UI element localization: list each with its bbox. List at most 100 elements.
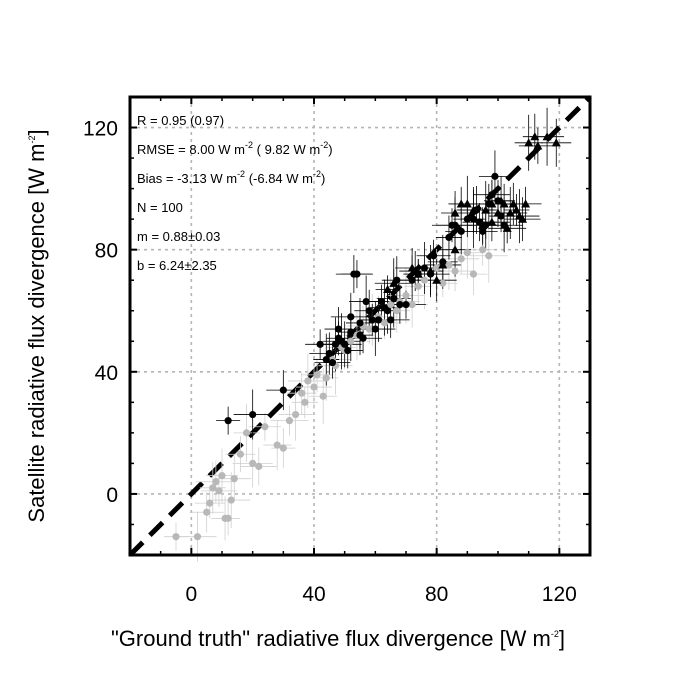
black-circle-point: [341, 340, 349, 348]
black-circle-point: [362, 297, 370, 306]
black-circle-point: [344, 346, 352, 355]
triangle-point: [505, 208, 515, 217]
gray-circle-point: [445, 261, 453, 269]
gray-circle-point: [439, 279, 447, 287]
stat-line: R = 0.95 (0.97): [137, 113, 224, 128]
x-tick-label: 80: [425, 583, 448, 606]
gray-circle-point: [457, 255, 465, 263]
black-circle-point: [365, 307, 373, 315]
gray-circle-point: [393, 307, 401, 315]
stat-line: m = 0.88±0.03: [137, 229, 220, 244]
triangle-point: [518, 214, 528, 223]
triangle-point: [487, 199, 497, 208]
triangle-point: [432, 275, 442, 284]
black-circle-point: [396, 301, 404, 309]
black-circle-point: [328, 359, 336, 367]
triangle-point: [499, 199, 509, 208]
black-circle-point: [347, 328, 355, 336]
triangle-point: [502, 223, 512, 232]
y-tick-label: 40: [95, 362, 118, 385]
black-circle-point: [322, 355, 330, 364]
black-circle-point: [356, 319, 364, 327]
black-circle-point: [249, 410, 257, 419]
y-tick-label: 80: [95, 240, 118, 263]
black-circle-point: [325, 349, 333, 358]
axis-ticks: 0 40 80 120 0 40 80 120: [83, 96, 591, 606]
gray-circle-point: [298, 389, 306, 397]
gray-circle-point: [301, 398, 309, 406]
triangle-point: [462, 199, 472, 208]
triangle-point: [450, 245, 460, 254]
gray-circle-point: [236, 450, 244, 458]
black-circle-point: [491, 172, 499, 180]
gray-circle-point: [322, 374, 330, 382]
black-circle-point: [469, 215, 478, 223]
black-circle-point: [224, 417, 232, 425]
gray-circle-point: [292, 410, 300, 419]
triangle-point: [438, 260, 448, 269]
black-circle-point: [430, 252, 438, 260]
gray-circle-point: [218, 472, 226, 480]
gray-circle-point: [387, 301, 395, 309]
gray-circle-point: [402, 291, 410, 300]
triangle-point: [389, 278, 399, 287]
gray-circle-point: [420, 276, 428, 284]
triangle-point: [481, 205, 491, 214]
x-axis-title: "Ground truth" radiative flux divergence…: [111, 626, 565, 651]
black-circle-point: [279, 386, 287, 394]
gray-circle-point: [224, 514, 232, 522]
triangle-point: [542, 132, 552, 141]
black-circle-point: [331, 340, 340, 348]
gray-circle-point: [408, 301, 416, 309]
x-tick-label: 0: [185, 583, 197, 606]
gray-circle-point: [261, 423, 269, 431]
black-circle-point: [368, 316, 376, 324]
triangle-point: [450, 208, 460, 217]
black-circle-point: [374, 316, 382, 324]
gray-circle-point: [451, 267, 459, 275]
gray-circle-point: [304, 377, 312, 385]
triangle-point: [456, 199, 466, 208]
gray-circle-point: [380, 319, 389, 327]
gray-circle-point: [273, 441, 281, 449]
gray-circle-point: [212, 478, 220, 486]
black-circle-point: [359, 334, 367, 342]
black-circle-point: [334, 325, 343, 333]
black-circle-point: [387, 316, 395, 324]
black-circle-point: [479, 227, 487, 235]
y-tick-label: 0: [106, 484, 118, 507]
gray-circle-point: [463, 249, 471, 257]
black-circle-point: [347, 313, 355, 321]
triangle-point: [478, 220, 488, 229]
triangle-point: [383, 284, 393, 293]
stat-line: b = 6.24±2.35: [137, 258, 217, 273]
gray-circle-point: [209, 484, 217, 492]
gray-circle-point: [469, 270, 478, 278]
triangle-point: [533, 141, 543, 150]
gray-circle-point: [313, 371, 321, 379]
gray-circle-point: [193, 533, 202, 541]
black-circle-point: [445, 233, 453, 242]
gray-circle-point: [203, 508, 211, 516]
triangle-point: [487, 217, 497, 226]
black-circle-point: [390, 294, 398, 303]
black-circle-point: [384, 307, 392, 315]
gray-circle-point: [485, 252, 493, 260]
plot-frame: [128, 95, 592, 557]
black-circle-point: [451, 221, 459, 229]
triangle-point: [413, 269, 423, 278]
gray-circle-point: [172, 533, 180, 541]
black-circle-point: [463, 215, 471, 223]
black-circle-point: [457, 227, 465, 235]
black-circle-point: [408, 276, 416, 284]
gray-circle-point: [433, 264, 441, 272]
black-circle-point: [377, 297, 386, 306]
gray-circle-point: [310, 383, 318, 391]
triangle-point: [508, 199, 518, 208]
triangle-point: [511, 205, 521, 214]
gray-circle-point: [255, 462, 263, 471]
data-points: [172, 132, 561, 541]
gray-circle-point: [215, 487, 223, 495]
black-circle-point: [488, 191, 496, 199]
